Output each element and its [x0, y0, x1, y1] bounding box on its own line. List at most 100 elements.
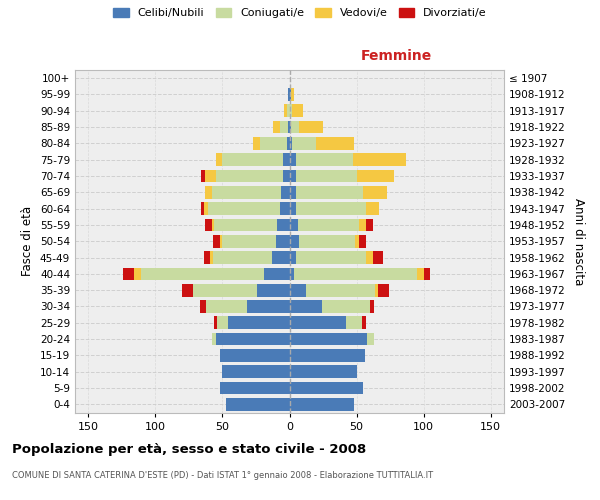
Bar — [362, 316, 366, 329]
Bar — [213, 251, 272, 264]
Bar — [204, 202, 208, 215]
Bar — [290, 88, 291, 101]
Bar — [281, 186, 290, 198]
Bar — [223, 235, 276, 248]
Bar — [346, 316, 362, 329]
Bar — [200, 300, 206, 313]
Bar — [367, 332, 374, 345]
Text: Femmine: Femmine — [361, 49, 433, 63]
Bar — [290, 332, 367, 345]
Bar — [223, 366, 290, 378]
Bar — [276, 235, 290, 248]
Bar — [305, 284, 376, 296]
Bar — [356, 170, 394, 182]
Text: Popolazione per età, sesso e stato civile - 2008: Popolazione per età, sesso e stato civil… — [12, 442, 366, 456]
Bar — [424, 268, 430, 280]
Bar — [283, 154, 290, 166]
Bar — [206, 300, 247, 313]
Bar — [123, 268, 134, 280]
Bar — [373, 251, 383, 264]
Bar — [290, 154, 296, 166]
Bar — [292, 104, 303, 117]
Bar — [355, 235, 359, 248]
Bar — [322, 300, 370, 313]
Bar — [264, 268, 290, 280]
Bar — [201, 170, 205, 182]
Bar — [299, 235, 355, 248]
Bar — [280, 202, 290, 215]
Bar — [201, 202, 204, 215]
Y-axis label: Fasce di età: Fasce di età — [22, 206, 34, 276]
Bar — [353, 154, 406, 166]
Bar — [216, 154, 223, 166]
Bar — [193, 284, 257, 296]
Bar — [290, 398, 354, 410]
Bar — [370, 300, 374, 313]
Bar — [296, 154, 353, 166]
Bar — [277, 218, 290, 232]
Bar — [293, 268, 417, 280]
Legend: Celibi/Nubili, Coniugati/e, Vedovi/e, Divorziati/e: Celibi/Nubili, Coniugati/e, Vedovi/e, Di… — [109, 3, 491, 22]
Bar — [290, 218, 298, 232]
Bar — [376, 284, 378, 296]
Bar — [247, 300, 290, 313]
Bar — [292, 137, 316, 150]
Bar — [272, 251, 290, 264]
Bar — [290, 366, 356, 378]
Bar — [363, 186, 388, 198]
Bar — [290, 251, 296, 264]
Bar — [216, 332, 290, 345]
Bar — [284, 104, 287, 117]
Text: COMUNE DI SANTA CATERINA D'ESTE (PD) - Dati ISTAT 1° gennaio 2008 - Elaborazione: COMUNE DI SANTA CATERINA D'ESTE (PD) - D… — [12, 471, 433, 480]
Bar — [228, 316, 290, 329]
Bar — [316, 137, 354, 150]
Bar — [290, 300, 322, 313]
Bar — [290, 202, 296, 215]
Bar — [290, 268, 293, 280]
Bar — [212, 218, 214, 232]
Bar — [287, 104, 290, 117]
Bar — [366, 251, 373, 264]
Bar — [280, 120, 288, 134]
Bar — [359, 218, 366, 232]
Bar — [211, 251, 213, 264]
Bar — [299, 120, 323, 134]
Bar — [290, 235, 299, 248]
Bar — [257, 284, 290, 296]
Bar — [274, 120, 280, 134]
Y-axis label: Anni di nascita: Anni di nascita — [572, 198, 585, 285]
Bar — [290, 104, 292, 117]
Bar — [205, 218, 212, 232]
Bar — [378, 284, 389, 296]
Bar — [290, 186, 296, 198]
Bar — [290, 170, 296, 182]
Bar — [290, 349, 365, 362]
Bar — [298, 218, 359, 232]
Bar — [205, 186, 212, 198]
Bar — [220, 349, 290, 362]
Bar — [417, 268, 424, 280]
Bar — [288, 88, 290, 101]
Bar — [214, 316, 217, 329]
Bar — [220, 235, 223, 248]
Bar — [134, 268, 140, 280]
Bar — [296, 186, 363, 198]
Bar — [291, 120, 299, 134]
Bar — [359, 235, 366, 248]
Bar — [290, 137, 292, 150]
Bar — [291, 88, 293, 101]
Bar — [366, 218, 373, 232]
Bar — [296, 170, 356, 182]
Bar — [223, 154, 283, 166]
Bar — [182, 284, 193, 296]
Bar — [220, 382, 290, 394]
Bar — [214, 218, 277, 232]
Bar — [204, 251, 211, 264]
Bar — [212, 332, 216, 345]
Bar — [216, 170, 283, 182]
Bar — [226, 398, 290, 410]
Bar — [296, 251, 366, 264]
Bar — [290, 120, 291, 134]
Bar — [290, 382, 363, 394]
Bar — [283, 170, 290, 182]
